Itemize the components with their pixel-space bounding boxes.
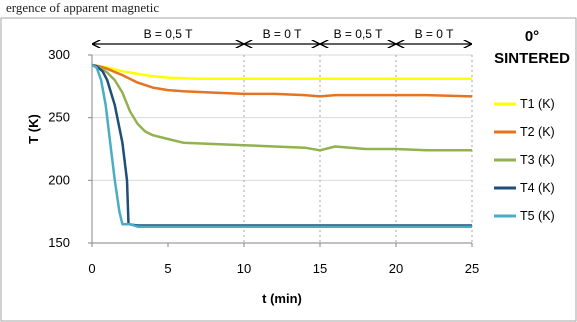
- y-tick-label: 150: [48, 235, 70, 250]
- legend-label-5: T5 (K): [520, 209, 555, 223]
- x-tick-label: 20: [389, 261, 403, 276]
- legend-label-1: T1 (K): [520, 97, 555, 111]
- data-series: [91, 63, 473, 228]
- axes: [88, 54, 473, 247]
- clipped-caption-fragment: ergence of apparent magnetic: [6, 0, 160, 15]
- y-tick-label: 250: [48, 110, 70, 125]
- legend-label-3: T3 (K): [520, 153, 555, 167]
- legend-label-2: T2 (K): [520, 125, 555, 139]
- segment-label: B = 0,5 T: [144, 27, 193, 41]
- field-segment-annotations: B = 0,5 T B = 0 T B = 0,5 T B = 0 T: [91, 27, 473, 243]
- series-line-2: [91, 63, 473, 98]
- chart-subtitle: SINTERED: [494, 50, 570, 67]
- segment-label: B = 0,5 T: [334, 27, 383, 41]
- legend-label-4: T4 (K): [520, 181, 555, 195]
- x-tick-label: 5: [164, 261, 171, 276]
- horizontal-gridlines: [92, 54, 472, 181]
- series-line-5: [91, 63, 472, 228]
- y-tick-label: 200: [48, 172, 70, 187]
- y-tick-label: 300: [48, 47, 70, 62]
- segment-label: B = 0 T: [263, 27, 302, 41]
- y-axis-label: T (K): [26, 114, 41, 144]
- x-tick-label: 0: [88, 261, 95, 276]
- legend: T1 (K) T2 (K) T3 (K) T4 (K) T5 (K): [494, 97, 555, 223]
- x-axis-label: t (min): [262, 291, 302, 306]
- x-tick-label: 25: [465, 261, 479, 276]
- x-tick-label: 15: [313, 261, 327, 276]
- series-line-3: [91, 63, 472, 152]
- chart-title: 0°: [525, 28, 539, 45]
- chart-frame: [0, 17, 577, 322]
- tick-labels: 0 5 10 15 20 25 150 200 250 300: [48, 47, 479, 276]
- x-tick-label: 10: [237, 261, 251, 276]
- segment-label: B = 0 T: [415, 27, 454, 41]
